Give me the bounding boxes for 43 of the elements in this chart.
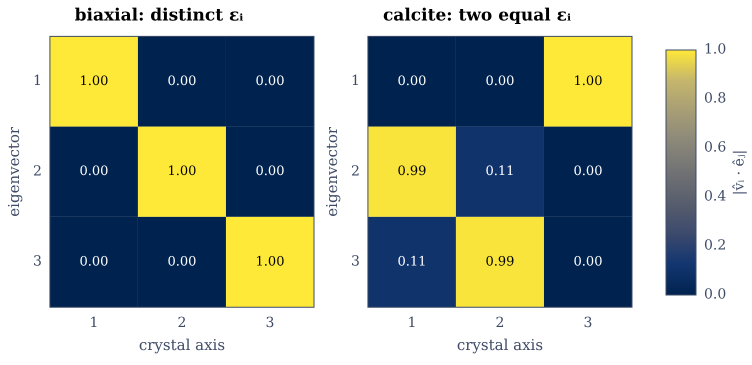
color-bar-label: 0.2 [704, 238, 726, 254]
data-label: 0.00 [574, 164, 602, 180]
x-tick-label: 3 [266, 315, 274, 332]
y-tick-label: 2 [32, 163, 42, 180]
data-label: 0.00 [574, 254, 602, 270]
color-bar-label: 0.4 [704, 188, 726, 205]
x-tick-label: 2 [177, 315, 186, 332]
x-axis-title: crystal axis [456, 336, 544, 354]
data-label: 0.11 [485, 164, 514, 180]
data-label: 0.11 [397, 254, 426, 270]
x-tick-label: 2 [495, 315, 504, 332]
data-label: 0.99 [485, 254, 514, 270]
data-label: 1.00 [256, 254, 284, 270]
data-label: 0.00 [397, 74, 426, 89]
x-tick-label: 3 [584, 315, 592, 332]
data-label: 0.00 [79, 254, 108, 270]
x-tick-label: 1 [407, 315, 416, 332]
data-label: 0.00 [485, 74, 514, 89]
data-label: 0.00 [79, 164, 108, 180]
data-label: 0.00 [256, 164, 284, 180]
y-tick-label: 2 [350, 163, 360, 180]
data-label: 1.00 [574, 74, 602, 89]
data-label: 0.00 [167, 254, 196, 270]
data-label: 1.00 [167, 164, 196, 180]
data-label: 0.99 [397, 164, 426, 180]
y-tick-label: 1 [32, 73, 42, 90]
color-bar-label: 0.6 [704, 140, 726, 156]
y-tick-label: 3 [350, 254, 360, 270]
color-bar-label: 0.0 [704, 286, 726, 303]
chart-title: calcite: two equal εᵢ [382, 6, 572, 26]
x-axis-title: crystal axis [138, 336, 226, 354]
data-label: 1.00 [79, 74, 108, 89]
color-bar-label: 1.0 [704, 42, 726, 58]
y-tick-label: 3 [32, 254, 42, 270]
y-tick-label: 1 [350, 73, 360, 90]
color-bar-title: |v̂ᵢ · êⱼ| [732, 150, 748, 196]
data-label: 0.00 [256, 74, 284, 89]
y-axis-title: eigenvector [322, 126, 341, 217]
color-bar-label: 0.8 [704, 90, 726, 107]
chart-title: biaxial: distinct εᵢ [74, 6, 244, 26]
data-label: 0.00 [167, 74, 196, 89]
x-tick-label: 1 [89, 315, 98, 332]
y-axis-title: eigenvector [4, 126, 23, 217]
